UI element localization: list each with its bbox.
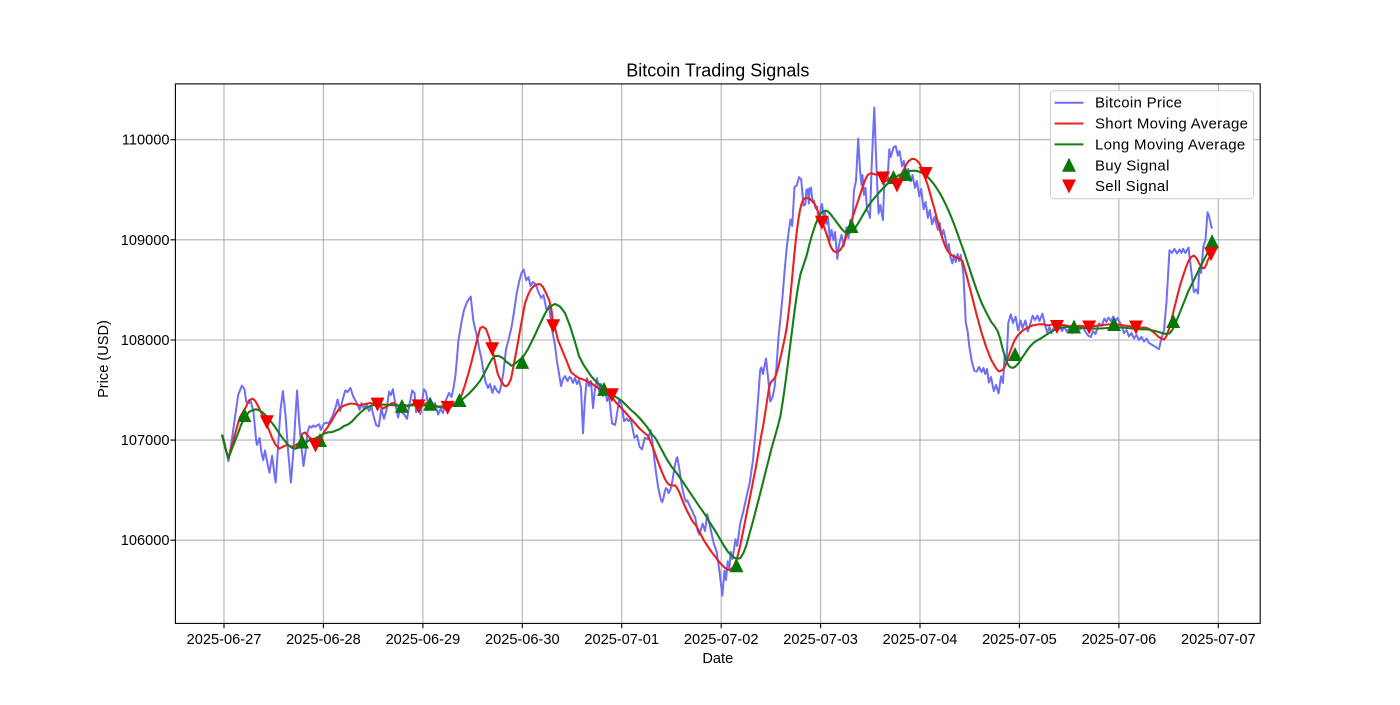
svg-text:2025-06-27: 2025-06-27 bbox=[187, 632, 262, 648]
svg-text:Bitcoin Trading Signals: Bitcoin Trading Signals bbox=[626, 61, 809, 81]
svg-text:110000: 110000 bbox=[122, 133, 170, 149]
svg-text:2025-07-04: 2025-07-04 bbox=[883, 632, 958, 648]
svg-text:107000: 107000 bbox=[121, 433, 170, 449]
svg-text:Price (USD): Price (USD) bbox=[96, 320, 112, 398]
svg-text:106000: 106000 bbox=[121, 533, 170, 549]
svg-text:108000: 108000 bbox=[121, 333, 170, 349]
svg-text:Short Moving Average: Short Moving Average bbox=[1095, 116, 1248, 133]
svg-text:Buy Signal: Buy Signal bbox=[1095, 158, 1170, 175]
svg-text:2025-07-01: 2025-07-01 bbox=[584, 632, 659, 648]
svg-text:Bitcoin Price: Bitcoin Price bbox=[1095, 95, 1182, 112]
svg-text:Sell Signal: Sell Signal bbox=[1095, 178, 1169, 195]
svg-text:Date: Date bbox=[702, 651, 733, 667]
svg-text:109000: 109000 bbox=[121, 233, 170, 249]
svg-text:2025-06-30: 2025-06-30 bbox=[485, 632, 560, 648]
svg-text:2025-07-02: 2025-07-02 bbox=[684, 632, 759, 648]
svg-text:2025-06-29: 2025-06-29 bbox=[386, 632, 461, 648]
svg-text:2025-06-28: 2025-06-28 bbox=[286, 632, 361, 648]
svg-text:2025-07-06: 2025-07-06 bbox=[1082, 632, 1157, 648]
svg-text:2025-07-03: 2025-07-03 bbox=[783, 632, 858, 648]
svg-text:2025-07-07: 2025-07-07 bbox=[1181, 632, 1256, 648]
svg-text:2025-07-05: 2025-07-05 bbox=[982, 632, 1057, 648]
svg-text:Long Moving Average: Long Moving Average bbox=[1095, 136, 1246, 153]
